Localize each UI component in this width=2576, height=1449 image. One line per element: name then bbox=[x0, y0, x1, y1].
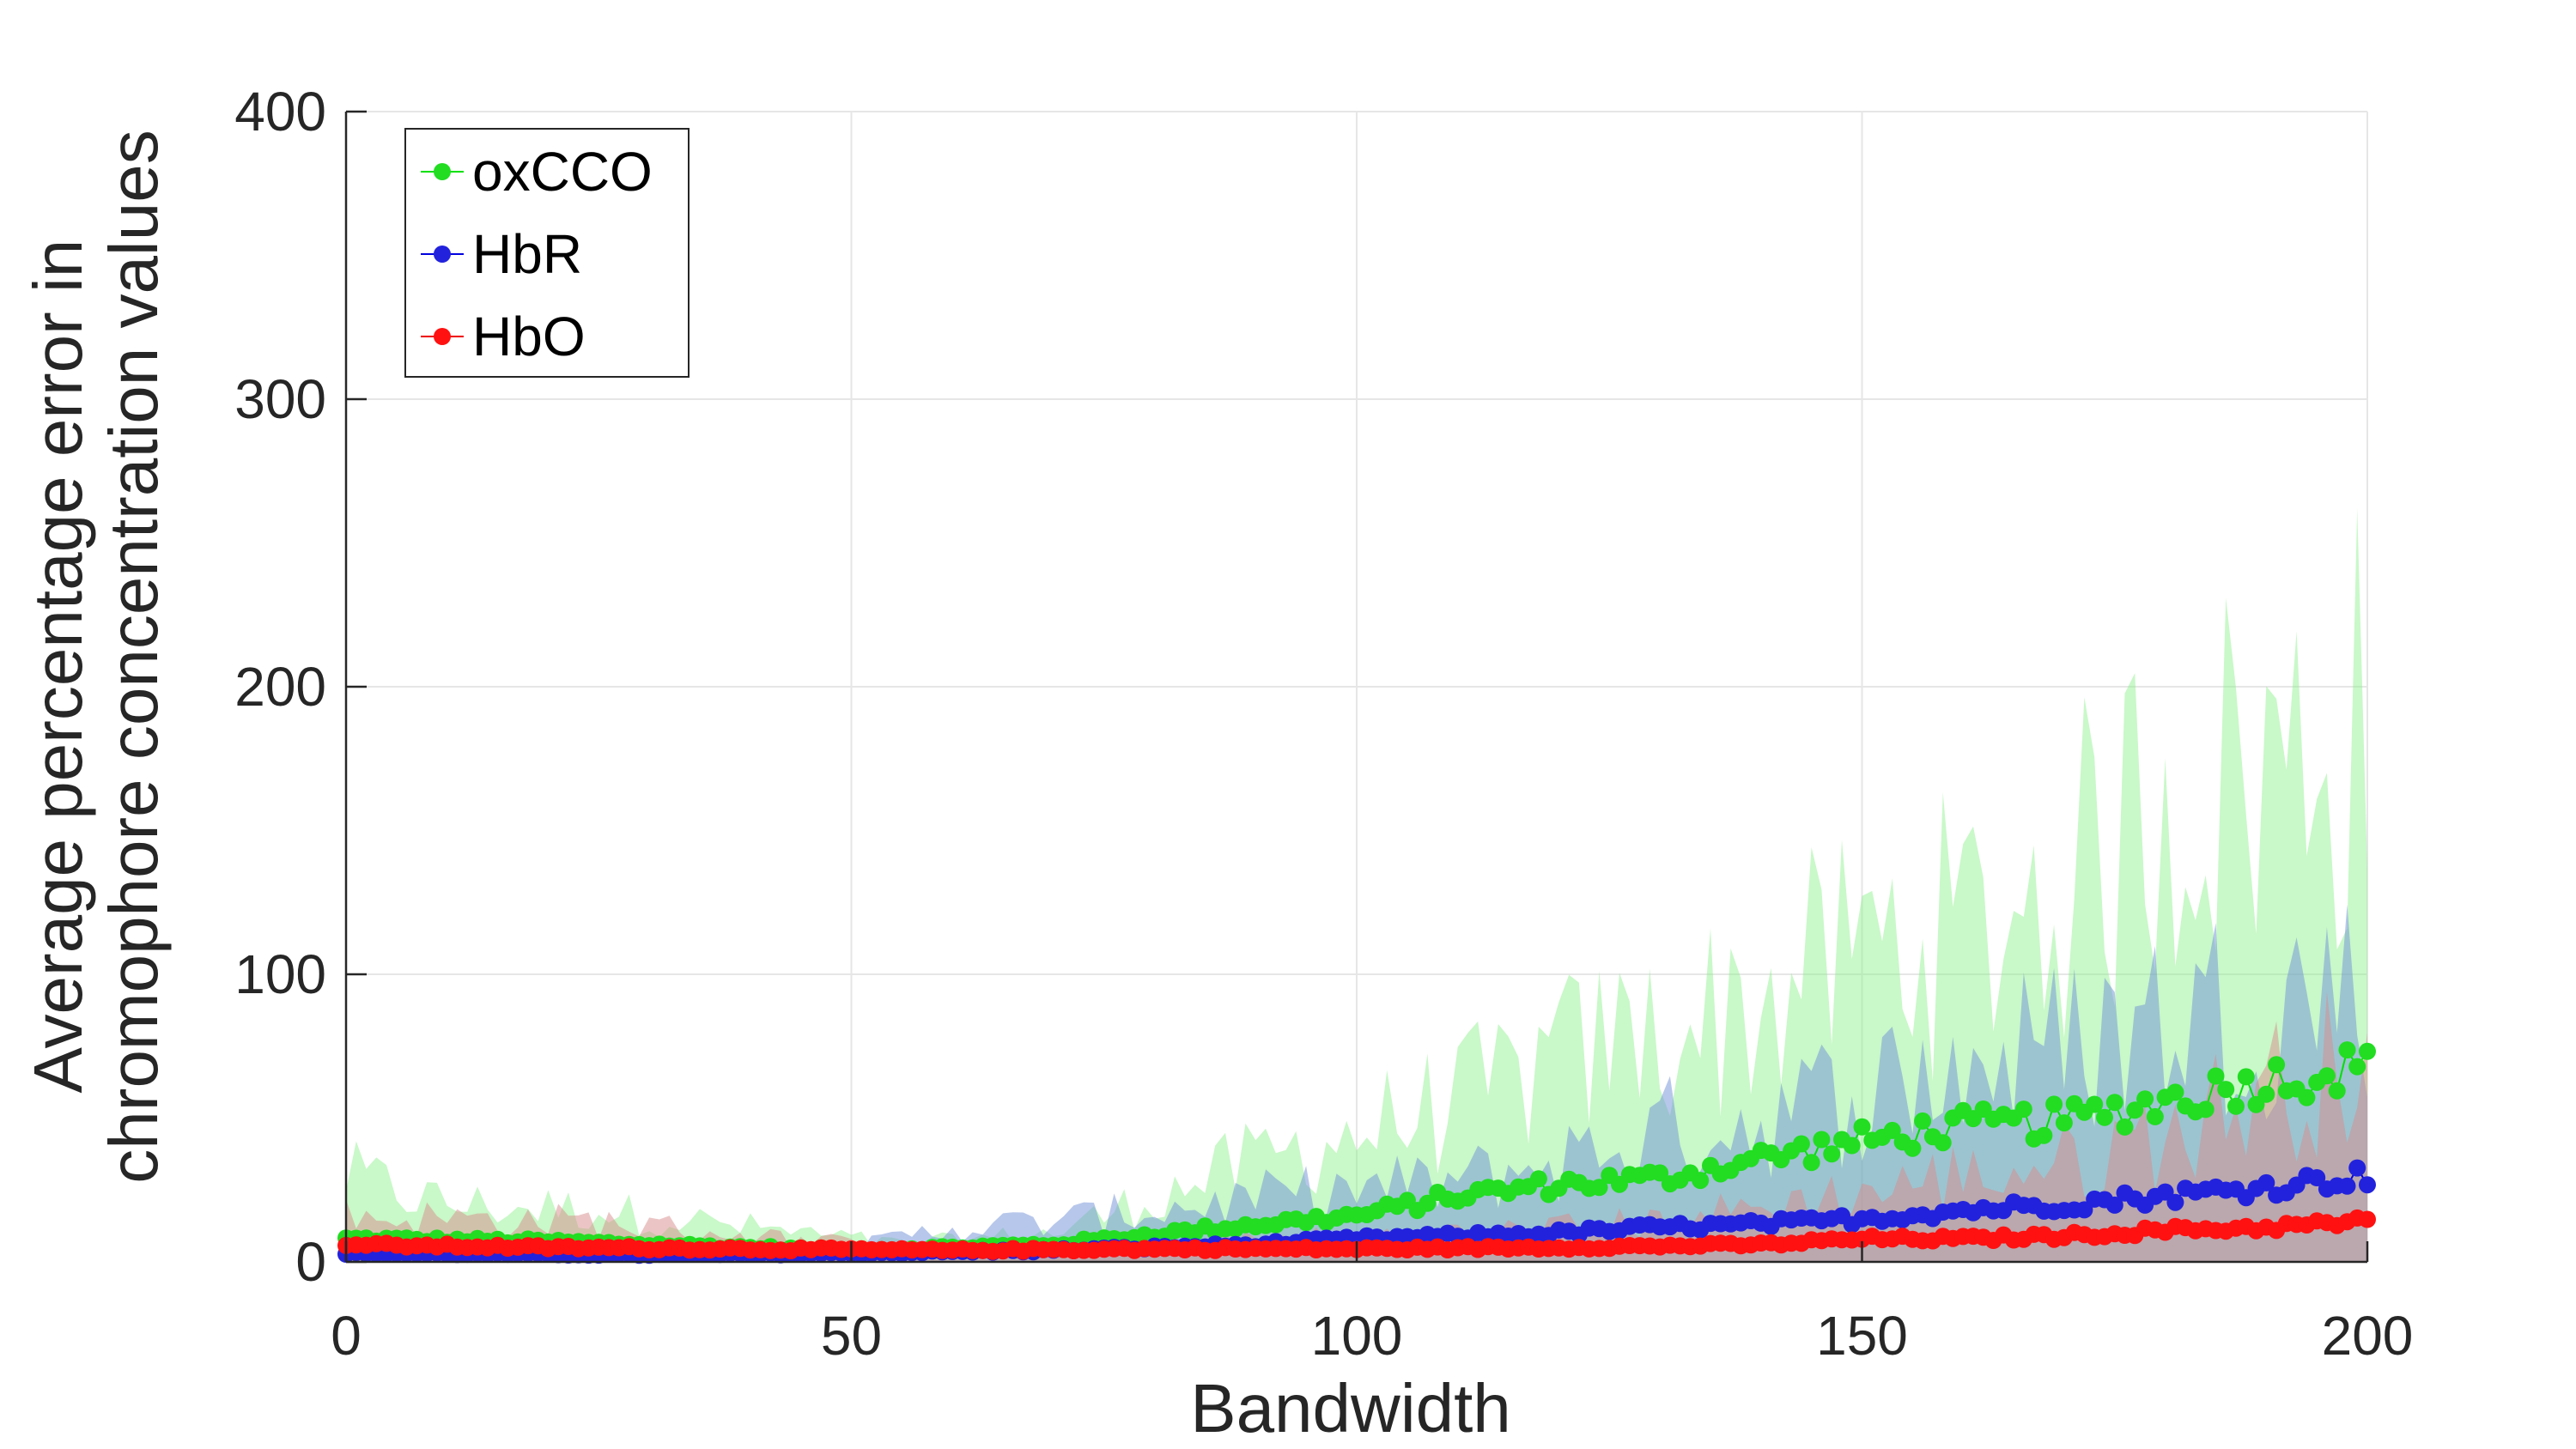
legend-swatch-marker bbox=[434, 328, 451, 345]
point-oxcco bbox=[2318, 1067, 2336, 1085]
legend-swatch-marker bbox=[434, 246, 451, 263]
point-hbr bbox=[2348, 1159, 2366, 1177]
y-tick-label: 100 bbox=[234, 943, 326, 1005]
legend-box bbox=[404, 128, 690, 378]
y-axis-title-line-2: chromophore concentration values bbox=[95, 130, 172, 1183]
point-hbr bbox=[2338, 1177, 2356, 1195]
point-oxcco bbox=[2338, 1041, 2356, 1059]
band-oxcco bbox=[346, 508, 2367, 1262]
point-oxcco bbox=[2136, 1090, 2154, 1108]
point-oxcco bbox=[1914, 1112, 1932, 1130]
point-oxcco bbox=[1813, 1131, 1831, 1149]
band-hbr bbox=[346, 904, 2367, 1262]
point-oxcco bbox=[2035, 1126, 2053, 1144]
tick-labels: 0 50 100 150 200 0 100 200 300 400 bbox=[234, 81, 2413, 1367]
legend-item-oxcco: oxCCO bbox=[421, 141, 653, 203]
x-tick-label: 0 bbox=[331, 1305, 361, 1367]
point-hbr bbox=[2257, 1173, 2275, 1191]
point-oxcco bbox=[1802, 1154, 1820, 1172]
legend-label: oxCCO bbox=[472, 141, 653, 203]
point-oxcco bbox=[1853, 1118, 1871, 1136]
point-oxcco bbox=[1692, 1172, 1710, 1190]
point-oxcco bbox=[2045, 1095, 2063, 1113]
point-oxcco bbox=[2237, 1068, 2255, 1086]
axes bbox=[344, 110, 2369, 1264]
point-hbr bbox=[2359, 1176, 2376, 1194]
legend-swatch-marker bbox=[434, 163, 451, 180]
point-oxcco bbox=[2146, 1107, 2164, 1125]
point-oxcco bbox=[2086, 1095, 2104, 1113]
legend: oxCCO HbR HbO bbox=[404, 128, 690, 378]
legend-item-hbo: HbO bbox=[421, 306, 586, 367]
point-oxcco bbox=[1419, 1194, 1437, 1212]
point-oxcco bbox=[1904, 1139, 1922, 1157]
point-hbo bbox=[2359, 1210, 2376, 1228]
point-oxcco bbox=[2268, 1056, 2286, 1074]
legend-item-hbr: HbR bbox=[421, 223, 582, 285]
legend-label: HbR bbox=[472, 223, 582, 285]
y-tick-label: 200 bbox=[234, 656, 326, 718]
band-hbo bbox=[346, 991, 2367, 1262]
point-oxcco bbox=[2014, 1100, 2032, 1119]
point-oxcco bbox=[2359, 1042, 2376, 1060]
point-oxcco bbox=[1843, 1137, 1861, 1155]
point-oxcco bbox=[2217, 1081, 2235, 1099]
x-tick-label: 50 bbox=[821, 1305, 882, 1367]
legend-label: HbO bbox=[472, 306, 586, 367]
point-oxcco bbox=[2227, 1097, 2245, 1115]
point-oxcco bbox=[2116, 1118, 2134, 1136]
point-oxcco bbox=[2096, 1108, 2113, 1126]
point-oxcco bbox=[1590, 1179, 1608, 1197]
point-oxcco bbox=[2166, 1083, 2184, 1101]
point-oxcco bbox=[2196, 1100, 2215, 1119]
point-oxcco bbox=[1529, 1170, 1547, 1188]
y-axis-title: Average percentage error in chromophore … bbox=[20, 130, 172, 1183]
point-oxcco bbox=[2126, 1101, 2144, 1119]
point-hbr bbox=[2075, 1201, 2093, 1219]
x-tick-label: 200 bbox=[2322, 1305, 2414, 1367]
point-hbr bbox=[2308, 1169, 2326, 1186]
point-oxcco bbox=[2055, 1114, 2073, 1132]
point-oxcco bbox=[1823, 1145, 1841, 1163]
y-tick-label: 400 bbox=[234, 81, 326, 142]
y-tick-label: 0 bbox=[295, 1231, 326, 1293]
confidence-bands bbox=[346, 508, 2367, 1262]
point-hbr bbox=[2105, 1196, 2123, 1214]
point-oxcco bbox=[2105, 1094, 2123, 1112]
y-axis-title-line-1: Average percentage error in bbox=[20, 239, 96, 1094]
x-tick-label: 100 bbox=[1311, 1305, 1403, 1367]
point-oxcco bbox=[2207, 1067, 2225, 1085]
point-oxcco bbox=[2328, 1082, 2346, 1100]
point-hbr bbox=[2166, 1193, 2184, 1211]
x-axis-title: Bandwidth bbox=[1190, 1370, 1511, 1446]
point-oxcco bbox=[1792, 1135, 1810, 1153]
point-oxcco bbox=[1651, 1164, 1669, 1182]
grid bbox=[346, 111, 2368, 1262]
point-oxcco bbox=[1934, 1134, 1952, 1152]
point-oxcco bbox=[2298, 1088, 2316, 1106]
series-markers bbox=[337, 1041, 2376, 1264]
point-oxcco bbox=[2348, 1058, 2366, 1076]
point-oxcco bbox=[2257, 1085, 2275, 1103]
y-tick-label: 300 bbox=[234, 368, 326, 430]
x-tick-label: 150 bbox=[1816, 1305, 1908, 1367]
point-oxcco bbox=[1883, 1121, 1901, 1139]
